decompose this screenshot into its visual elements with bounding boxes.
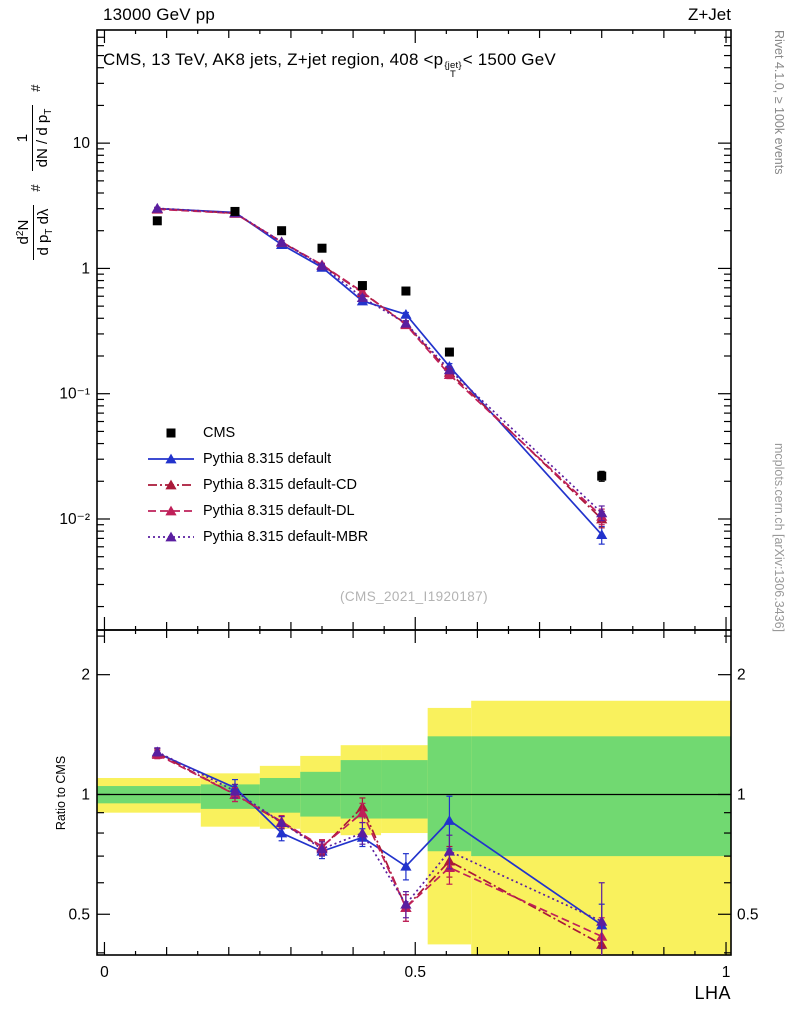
tick-marks: [97, 30, 731, 955]
ratio-axis-label: Ratio to CMS: [54, 755, 68, 831]
frac-norm-numerator: 1: [13, 133, 31, 143]
frac-d2n-numerator: d2N: [15, 219, 32, 245]
legend-item-pythia-default-dl: Pythia 8.315 default-DL: [148, 498, 368, 524]
pythia-default-mbr-line-icon: [148, 530, 194, 544]
legend: CMS Pythia 8.315 default Pythia 8.315 de…: [148, 420, 368, 550]
svg-text:10: 10: [73, 135, 91, 152]
svg-text:0: 0: [100, 964, 109, 981]
legend-label-pythia-default-cd: Pythia 8.315 default-CD: [203, 477, 357, 493]
pythia-default-dl-line-icon: [148, 504, 194, 518]
plot-title-sup: {jet}: [444, 60, 462, 71]
y-axis-label: d2N d pT dλ # 1 dN / d pT #: [12, 26, 58, 318]
ratio-uncertainty-bands: [97, 700, 731, 955]
legend-item-pythia-default-mbr: Pythia 8.315 default-MBR: [148, 524, 368, 550]
frac-norm-denominator: dN / d pT: [31, 104, 57, 172]
beam-energy-label: 13000 GeV pp: [103, 5, 216, 24]
mcplots-credit-label: mcplots.cern.ch [arXiv:1306.3436]: [772, 443, 786, 632]
legend-label-cms: CMS: [203, 425, 236, 441]
pythia-default-line-icon: [148, 452, 194, 466]
plot-title-sub: T: [450, 69, 457, 80]
svg-text:1: 1: [81, 786, 90, 803]
y-axis-label-content: d2N d pT dλ # 1 dN / d pT #: [12, 26, 58, 318]
frac-d2n-denominator: d pT dλ: [33, 204, 58, 260]
cms-square-icon: [148, 426, 194, 440]
pt-sup-sub: {jet} T: [444, 60, 462, 80]
series-CMS: [152, 206, 607, 482]
y-label-frac-d2n: d2N d pT dλ: [12, 204, 58, 260]
legend-label-pythia-default: Pythia 8.315 default: [203, 451, 332, 467]
band-green: [471, 736, 731, 857]
series-Pythia 8.315 default-MBR: [151, 746, 608, 955]
plot-title-pre: CMS, 13 TeV, AK8 jets, Z+jet region, 408…: [103, 50, 444, 69]
legend-item-cms: CMS: [148, 420, 368, 446]
svg-text:0.5: 0.5: [68, 906, 90, 923]
hash-symbol: #: [27, 84, 43, 92]
svg-text:1: 1: [722, 964, 731, 981]
rivet-version-label: Rivet 4.1.0, ≥ 100k events: [772, 30, 786, 175]
legend-item-pythia-default-cd: Pythia 8.315 default-CD: [148, 472, 368, 498]
svg-text:2: 2: [737, 667, 746, 684]
legend-label-pythia-default-mbr: Pythia 8.315 default-MBR: [203, 529, 369, 545]
svg-text:1: 1: [737, 786, 746, 803]
svg-text:0.5: 0.5: [737, 906, 759, 923]
y-label-frac-norm: 1 dN / d pT: [13, 104, 57, 172]
legend-item-pythia-default: Pythia 8.315 default: [148, 446, 368, 472]
svg-text:2: 2: [81, 667, 90, 684]
band-green: [381, 760, 428, 819]
ratio-panel-frame: [96, 629, 732, 956]
plot-title: CMS, 13 TeV, AK8 jets, Z+jet region, 408…: [103, 50, 729, 79]
svg-text:10⁻²: 10⁻²: [59, 511, 90, 528]
legend-label-pythia-default-dl: Pythia 8.315 default-DL: [203, 503, 355, 519]
analysis-id-watermark: (CMS_2021_I1920187): [340, 589, 488, 604]
svg-text:0.5: 0.5: [404, 964, 426, 981]
process-label: Z+Jet: [688, 5, 731, 24]
svg-text:10⁻¹: 10⁻¹: [59, 386, 90, 403]
band-green: [259, 777, 301, 813]
axis-tick-labels: 10 1 10⁻¹ 10⁻² 2 2 1 1 0.5 0.5 0 0.5 1: [59, 135, 758, 981]
x-axis-label: LHA: [694, 983, 731, 1003]
plot-title-post: < 1500 GeV: [462, 50, 556, 69]
pythia-default-cd-line-icon: [148, 478, 194, 492]
svg-text:1: 1: [81, 260, 90, 277]
hash-symbol: #: [27, 184, 43, 192]
